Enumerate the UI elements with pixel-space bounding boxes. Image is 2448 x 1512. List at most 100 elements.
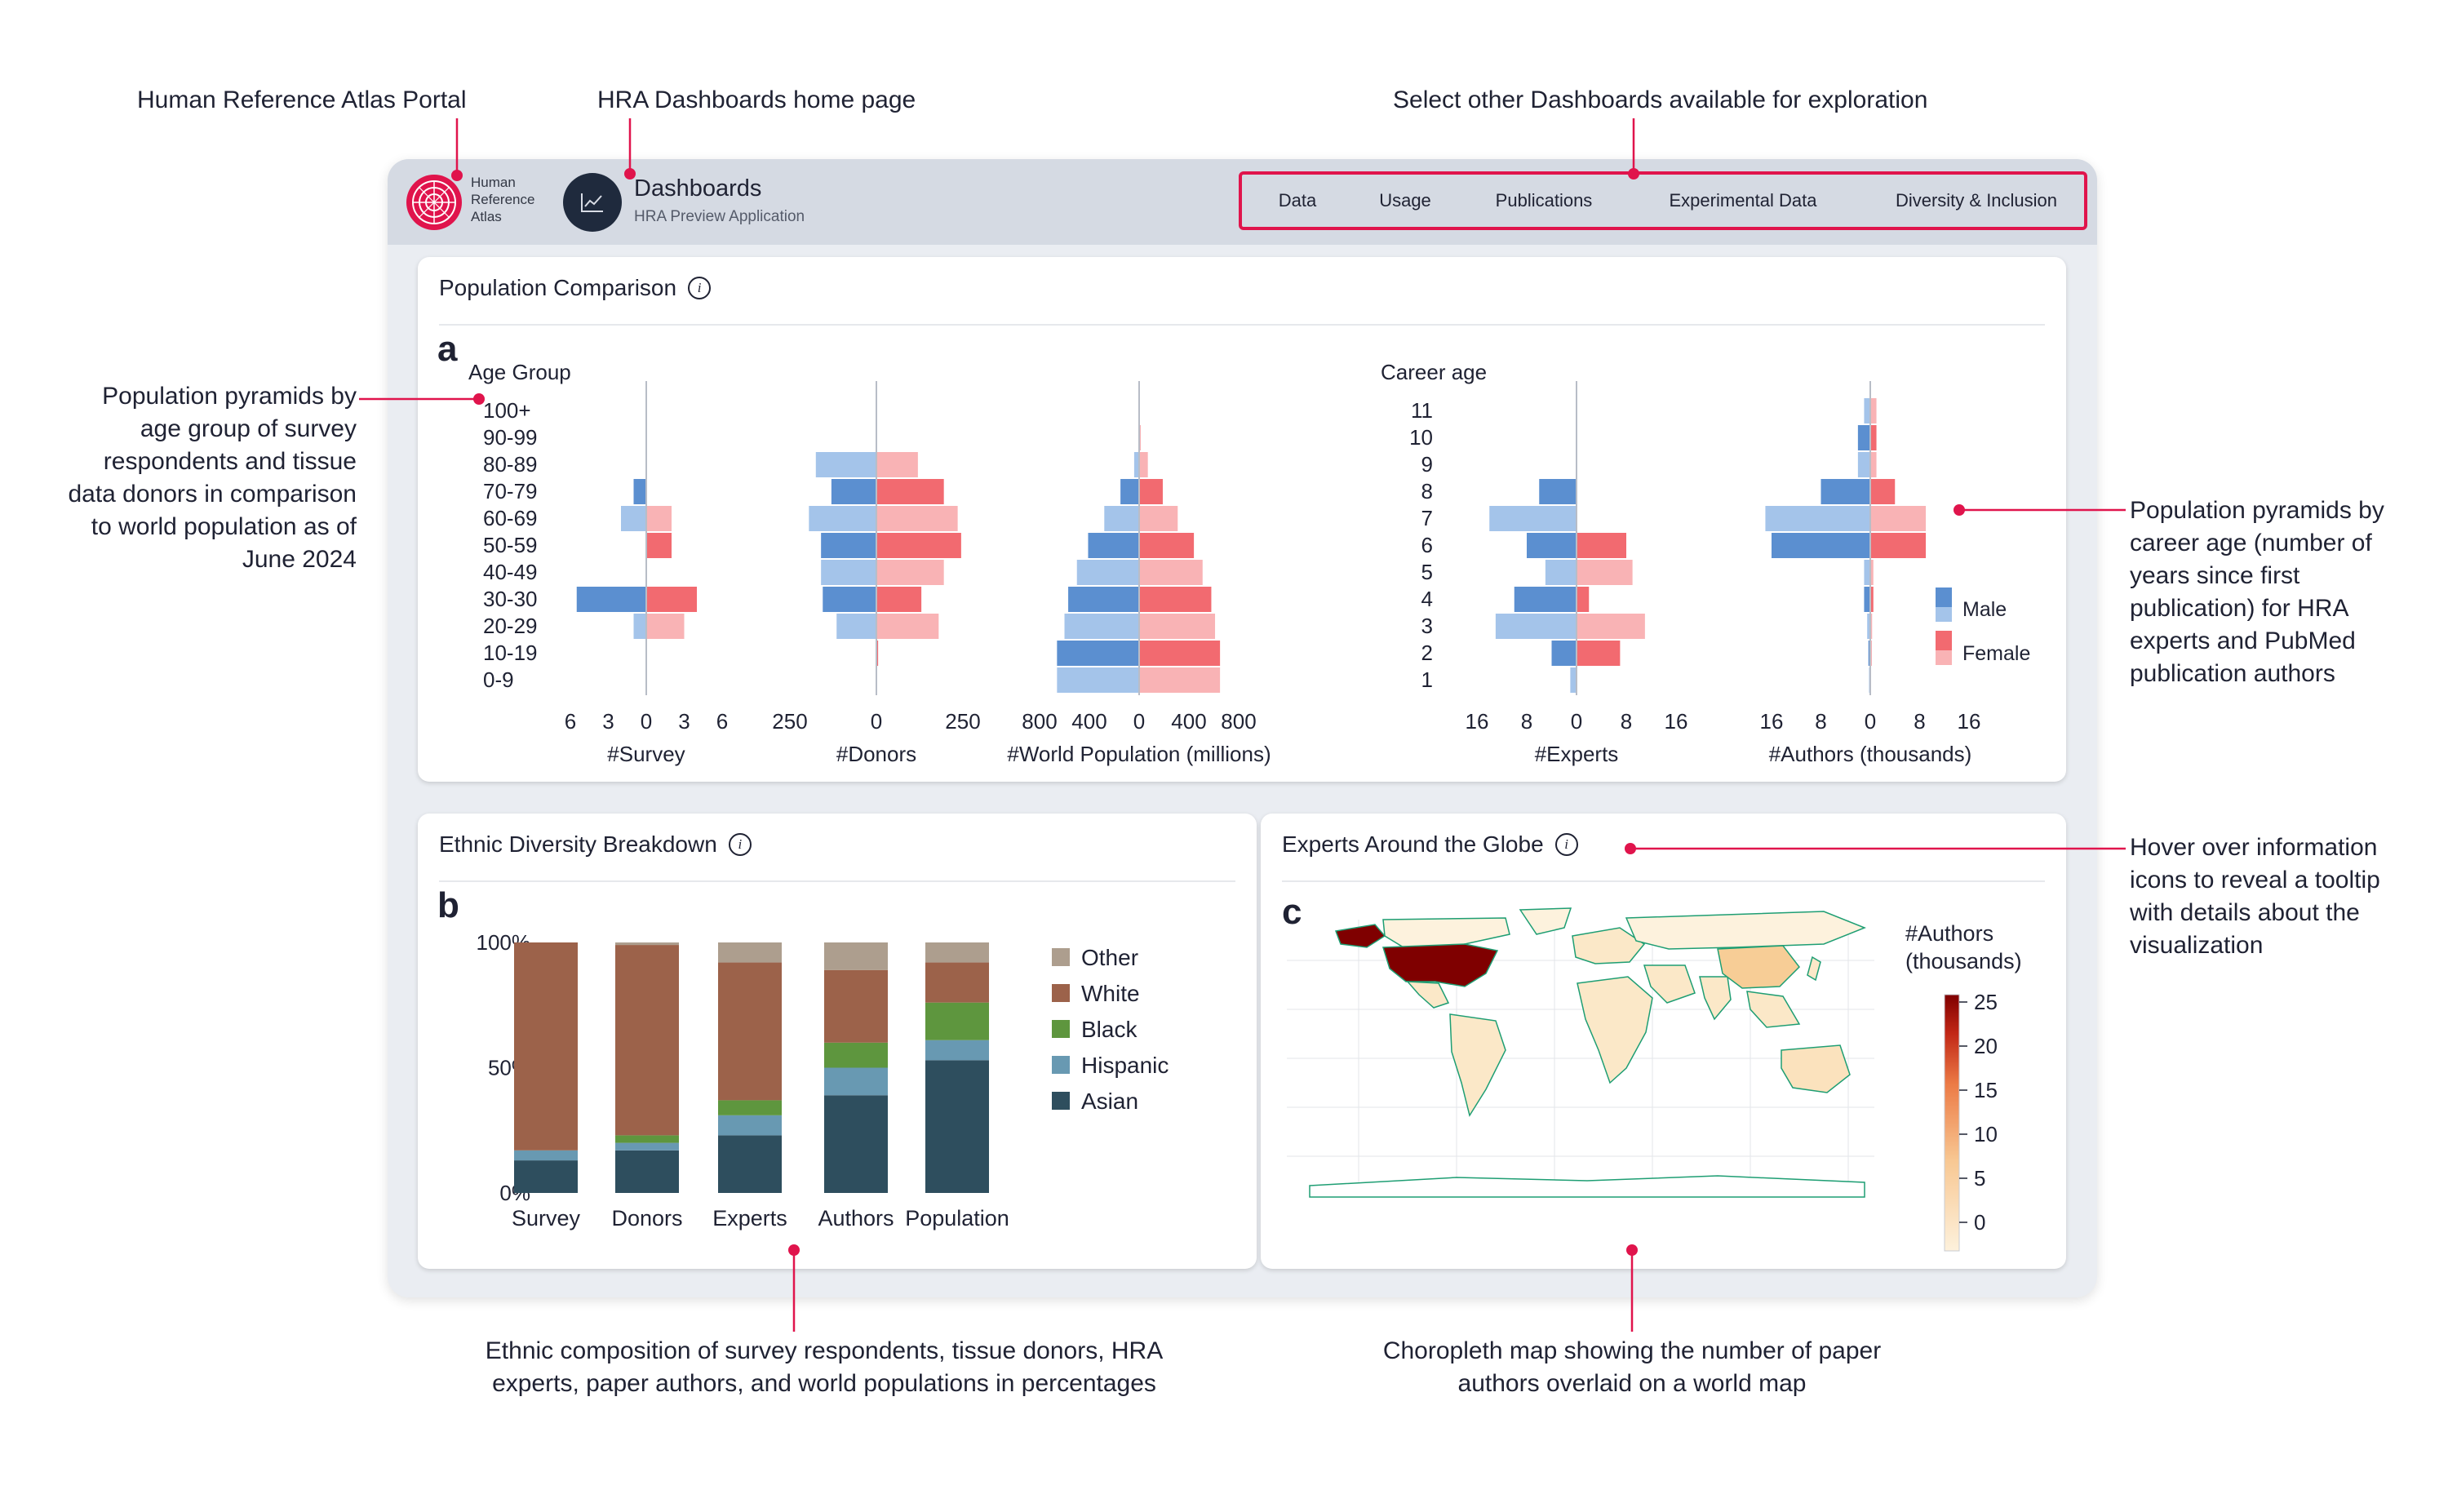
bar-male[interactable] (809, 506, 876, 531)
segment-black[interactable] (925, 1002, 989, 1040)
stacked-bar-survey[interactable] (514, 942, 578, 1193)
bar-male[interactable] (1076, 560, 1139, 585)
segment-hispanic[interactable] (718, 1115, 782, 1136)
bar-female[interactable] (876, 533, 961, 558)
bar-female[interactable] (1577, 641, 1621, 666)
segment-hispanic[interactable] (925, 1040, 989, 1061)
bar-male[interactable] (1545, 560, 1577, 585)
stacked-bar-donors[interactable] (615, 942, 679, 1193)
bar-female[interactable] (1139, 560, 1203, 585)
segment-white[interactable] (718, 962, 782, 1101)
bar-female[interactable] (876, 506, 958, 531)
country-africa[interactable] (1577, 976, 1653, 1084)
country-china[interactable] (1717, 945, 1800, 989)
bar-female[interactable] (1870, 479, 1896, 504)
bar-male[interactable] (815, 452, 876, 477)
map-countries[interactable] (1309, 907, 1867, 1198)
nav-diversity-inclusion[interactable]: Diversity & Inclusion (1895, 190, 2058, 211)
bar-male[interactable] (823, 587, 876, 612)
segment-white[interactable] (925, 962, 989, 1003)
country-middle-east[interactable] (1643, 964, 1696, 1004)
bar-male[interactable] (621, 506, 646, 531)
bar-female[interactable] (1870, 506, 1927, 531)
bar-male[interactable] (1539, 479, 1577, 504)
bar-female[interactable] (1870, 533, 1927, 558)
bar-male[interactable] (1489, 506, 1577, 531)
bar-male[interactable] (633, 479, 647, 504)
bar-female[interactable] (646, 533, 672, 558)
bar-female[interactable] (1577, 614, 1645, 639)
bar-male[interactable] (1857, 425, 1870, 450)
bar-male[interactable] (1057, 667, 1139, 693)
bar-female[interactable] (1139, 452, 1148, 477)
nav-usage[interactable]: Usage (1379, 190, 1431, 211)
bar-male[interactable] (831, 479, 876, 504)
bar-male[interactable] (1772, 533, 1870, 558)
country-southeast-asia[interactable] (1746, 991, 1801, 1028)
bar-male[interactable] (1868, 641, 1870, 666)
segment-asian[interactable] (514, 1160, 578, 1193)
bar-male[interactable] (1857, 452, 1870, 477)
bar-male[interactable] (836, 614, 876, 639)
country-antarctica[interactable] (1309, 1175, 1865, 1198)
info-icon[interactable]: i (688, 277, 712, 299)
bar-female[interactable] (1139, 479, 1163, 504)
bar-female[interactable] (646, 587, 697, 612)
nav-experimental-data[interactable]: Experimental Data (1669, 190, 1817, 211)
bar-male[interactable] (1133, 452, 1139, 477)
nav-data[interactable]: Data (1278, 190, 1317, 211)
country-japan[interactable] (1807, 956, 1821, 982)
segment-hispanic[interactable] (514, 1150, 578, 1161)
bar-female[interactable] (646, 614, 685, 639)
bar-female[interactable] (1870, 587, 1874, 612)
bar-male[interactable] (1820, 479, 1871, 504)
bar-female[interactable] (876, 452, 918, 477)
bar-female[interactable] (1139, 587, 1212, 612)
bar-female[interactable] (1139, 667, 1221, 693)
bar-male[interactable] (1864, 398, 1870, 423)
bar-male[interactable] (633, 614, 647, 639)
bar-male[interactable] (1064, 614, 1140, 639)
bar-female[interactable] (876, 587, 922, 612)
bar-male[interactable] (1527, 533, 1577, 558)
bar-female[interactable] (1139, 614, 1216, 639)
bar-male[interactable] (1864, 560, 1870, 585)
bar-male[interactable] (1104, 506, 1139, 531)
stacked-bar-population[interactable] (925, 942, 989, 1193)
country-alaska[interactable] (1334, 924, 1386, 948)
app-title[interactable]: Dashboards (634, 175, 762, 202)
nav-publications[interactable]: Publications (1495, 190, 1593, 211)
bar-male[interactable] (1570, 667, 1577, 693)
info-icon[interactable]: i (728, 833, 752, 856)
bar-female[interactable] (1139, 533, 1195, 558)
bar-male[interactable] (821, 533, 876, 558)
country-australia[interactable] (1781, 1044, 1851, 1093)
segment-other[interactable] (925, 942, 989, 963)
bar-female[interactable] (1870, 425, 1877, 450)
bar-female[interactable] (646, 506, 672, 531)
bar-female[interactable] (1139, 641, 1221, 666)
world-choropleth-map[interactable]: 25 20 15 10 5 0 (1261, 814, 2066, 1269)
bar-female[interactable] (1870, 614, 1873, 639)
bar-male[interactable] (576, 587, 646, 612)
bar-male[interactable] (1495, 614, 1577, 639)
bar-female[interactable] (1870, 398, 1877, 423)
segment-other[interactable] (615, 942, 679, 946)
country-greenland[interactable] (1519, 907, 1572, 935)
country-india[interactable] (1699, 976, 1732, 1021)
segment-other[interactable] (718, 942, 782, 963)
segment-hispanic[interactable] (615, 1142, 679, 1151)
segment-asian[interactable] (824, 1095, 888, 1193)
bar-female[interactable] (1577, 560, 1633, 585)
segment-other[interactable] (824, 942, 888, 970)
bar-male[interactable] (1514, 587, 1577, 612)
segment-asian[interactable] (925, 1060, 989, 1193)
bar-male[interactable] (821, 560, 876, 585)
hra-logo-text[interactable]: Human Reference Atlas (471, 175, 535, 224)
bar-female[interactable] (876, 479, 944, 504)
stacked-bar-experts[interactable] (718, 942, 782, 1193)
bar-male[interactable] (1765, 506, 1870, 531)
bar-female[interactable] (1139, 506, 1178, 531)
country-south-america[interactable] (1449, 1013, 1506, 1117)
bar-male[interactable] (1551, 641, 1577, 666)
